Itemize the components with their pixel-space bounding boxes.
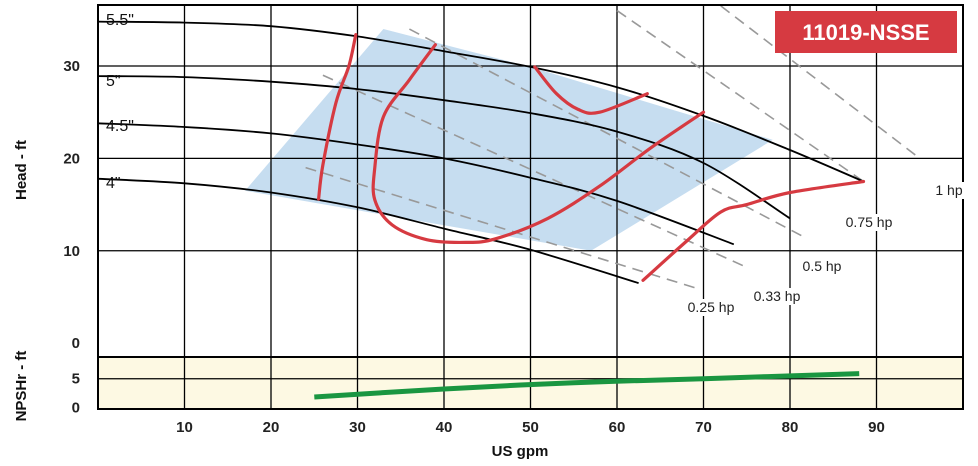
impeller-size-label: 5" (106, 73, 121, 90)
efficiency-island (641, 179, 866, 282)
head-grid (98, 5, 963, 357)
head-tick-label: 10 (63, 243, 80, 260)
power-label: 0.33 hp (754, 288, 801, 304)
power-line (409, 28, 808, 240)
power-line (305, 166, 696, 289)
impeller-curve (97, 75, 791, 220)
npsh-axis-title: NPSHr - ft (13, 351, 30, 422)
efficiency-island (317, 33, 358, 201)
power-lines (305, 5, 921, 289)
impeller-size-label: 5.5" (106, 12, 134, 29)
model-badge-text: 11019-NSSE (802, 20, 929, 45)
impeller-curves (97, 20, 864, 284)
impeller-curve (97, 122, 735, 246)
power-line (322, 74, 748, 269)
npsh-grid (98, 357, 963, 409)
power-line (616, 9, 864, 183)
power-line (720, 5, 921, 159)
x-tick-label: 20 (263, 419, 280, 436)
head-tick-label: 20 (63, 150, 80, 167)
power-label-background (749, 288, 805, 305)
power-label-background (921, 182, 977, 199)
efficiency-island (371, 43, 706, 245)
npsh-plot (97, 356, 964, 410)
npsh-tick-label: 5 (72, 371, 80, 388)
efficiency-island (533, 65, 649, 115)
x-tick-label: 50 (522, 419, 539, 436)
npsh-line (314, 371, 860, 400)
impeller-curve (97, 177, 639, 284)
power-label: 1 hp (935, 182, 962, 198)
npsh-plot-frame (97, 356, 964, 410)
x-tick-label: 70 (695, 419, 712, 436)
head-tick-label: 30 (63, 58, 80, 75)
impeller-size-label: 4.5" (106, 118, 134, 135)
power-label: 0.75 hp (846, 214, 893, 230)
power-label: 0.25 hp (688, 299, 735, 315)
x-axis-title: US gpm (492, 443, 549, 460)
power-label-background (794, 258, 850, 275)
power-label: 0.5 hp (803, 258, 842, 274)
power-label-background (683, 299, 739, 316)
impeller-size-label: 4" (106, 175, 121, 192)
head-tick-label: 0 (72, 335, 80, 352)
efficiency-islands (317, 33, 866, 282)
x-tick-label: 40 (436, 419, 453, 436)
head-plot (97, 4, 964, 358)
model-badge: 11019-NSSE (775, 11, 957, 53)
head-axis-title: Head - ft (13, 140, 30, 200)
power-label-background (841, 214, 897, 231)
efficiency-region (245, 29, 773, 251)
x-tick-label: 10 (176, 419, 193, 436)
x-tick-label: 80 (782, 419, 799, 436)
x-tick-label: 60 (609, 419, 626, 436)
npsh-tick-label: 0 (72, 399, 80, 416)
x-tick-label: 90 (868, 419, 885, 436)
model-badge-background (775, 11, 957, 53)
labels: 10 20 30 40 50 60 70 80 90 0 10 20 30 0 5 5.5" 5" 4.5" 4" 0… (63, 12, 977, 436)
impeller-curve (97, 20, 864, 183)
x-tick-label: 30 (349, 419, 366, 436)
